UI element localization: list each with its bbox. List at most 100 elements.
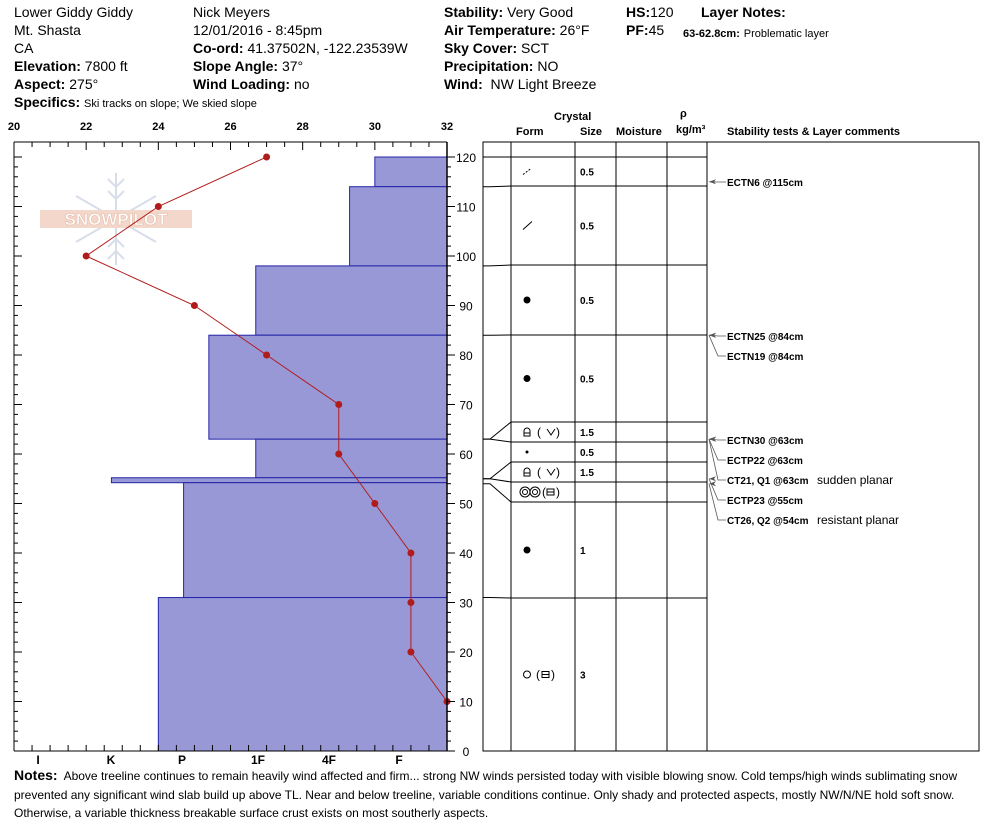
stability-test-label: ECTN25 @84cm (727, 332, 804, 343)
temperature-point (82, 252, 90, 260)
arrow-icon (709, 179, 716, 185)
temperature-point (190, 302, 198, 309)
test-leader (708, 335, 726, 357)
slope-value: 37° (281, 58, 304, 74)
arrow-icon (709, 436, 716, 442)
wind-value: NW Light Breeze (490, 76, 597, 92)
temperature-point (407, 549, 415, 557)
sky-cover-label: Sky Cover: (444, 40, 518, 56)
double-circle-icon (519, 486, 531, 498)
elevation-value: 7800 ft (84, 58, 128, 74)
stability-test-label: ECTP23 @55cm (727, 496, 803, 507)
notes-text: Above treeline continues to remain heavi… (14, 769, 958, 820)
cup-icon (523, 467, 531, 477)
v-icon (546, 468, 556, 476)
depth-tick-label: 110 (456, 201, 475, 215)
hs-value: 120 (650, 4, 674, 20)
temperature-point (154, 203, 162, 210)
specifics-value: Ski tracks on slope; We skied slope (84, 98, 257, 110)
layer-connector (483, 461, 512, 480)
coord-label: Co-ord: (193, 40, 244, 56)
temp-tick-label: 26 (224, 121, 236, 133)
filled-dot-icon (523, 296, 531, 304)
paren-open: ( (537, 465, 541, 479)
form-header: Form (516, 126, 544, 138)
state: CA (14, 40, 34, 56)
filled-dot-icon (523, 546, 531, 554)
crystal-form-slash (522, 221, 533, 230)
paren-close: ) (551, 668, 555, 682)
crystal-form-circle-: () (523, 668, 555, 682)
stability-test-label: ECTN6 @115cm (727, 178, 803, 189)
double-circle-icon (529, 486, 541, 498)
paren-close: ) (556, 425, 560, 439)
layer-note-range: 63-62.8cm: (683, 28, 740, 40)
density-unit: kg/m³ (676, 124, 706, 136)
temperature-point (263, 351, 271, 359)
hardness-bar (110, 477, 448, 484)
layer-connector (483, 185, 512, 188)
temp-tick-label: 30 (369, 121, 381, 133)
hs-label: HS: (626, 4, 651, 20)
wind-label: Wind: (444, 76, 483, 92)
crystal-size: 0.5 (580, 222, 594, 233)
hardness-bars (110, 156, 448, 752)
test-leader (708, 483, 726, 521)
moisture-header: Moisture (616, 126, 662, 138)
depth-tick-label: 50 (459, 498, 473, 512)
arrow-icon (709, 476, 716, 482)
arrow-icon (709, 481, 716, 487)
paren-open: ( (537, 425, 541, 439)
test-leader (708, 439, 726, 481)
hardness-bar (183, 482, 448, 599)
wind-loading-label: Wind Loading: (193, 76, 291, 92)
slope-label: Slope Angle: (193, 58, 279, 74)
air-temp-label: Air Temperature: (444, 22, 556, 38)
hardness-bar (255, 265, 448, 336)
slash-icon (522, 221, 533, 230)
pf-label: PF: (626, 22, 649, 38)
stability-label: Stability: (444, 4, 504, 20)
layer-table: 0.5 0.5 0.5 0.5 ( ) 1.5 0.5 ( ) 1.5 () 1 () 3 (482, 141, 980, 752)
small-dot-icon (525, 450, 529, 454)
hardness-label: I (36, 753, 39, 767)
hardness-bar (349, 186, 448, 267)
stability-test-label: ECTN19 @84cm (727, 352, 804, 363)
crystal-header: Crystal (554, 111, 592, 123)
depth-tick-label: 20 (459, 646, 473, 660)
crystal-form-filled-dot (523, 296, 531, 304)
temperature-point (263, 153, 271, 161)
paren-close: ) (556, 465, 560, 479)
temp-tick-label: 20 (8, 121, 20, 133)
aspect-value: 275° (69, 76, 99, 92)
depth-tick-label: 70 (459, 399, 473, 413)
observer: Nick Meyers (193, 4, 271, 20)
hardness-bar (208, 334, 448, 440)
paren-close: ) (556, 485, 560, 499)
layer-connector (483, 483, 512, 503)
size-header: Size (580, 126, 603, 138)
crystal-size: 1 (580, 546, 586, 557)
hardness-bar (157, 597, 448, 752)
hardness-bar (374, 156, 448, 188)
layer-connector (483, 421, 512, 440)
stability-test-label: CT21, Q1 @63cm (727, 476, 809, 487)
temperature-point (371, 500, 379, 507)
pf-value: 45 (648, 22, 665, 38)
depth-tick-label: 120 (456, 151, 476, 165)
stability-tests: ECTN6 @115cm ECTN25 @84cm ECTN19 @84cm ECTN… (708, 178, 899, 527)
layer-connector (483, 264, 512, 267)
crystal-form-small-dash (522, 168, 532, 175)
temperature-line (85, 156, 448, 702)
hardness-label: K (107, 753, 116, 767)
filled-dot-icon (523, 375, 531, 382)
crystal-size: 0.5 (580, 296, 594, 307)
v-icon (546, 428, 556, 436)
cup-icon (523, 427, 531, 437)
crystal-form-small-dot (525, 450, 529, 454)
layer-note-text: Problematic layer (743, 28, 829, 40)
paren-open: ( (542, 485, 546, 499)
location-name: Lower Giddy Giddy (14, 4, 134, 20)
layer-notes-label: Layer Notes: (701, 4, 786, 20)
layer-connector (483, 438, 512, 443)
